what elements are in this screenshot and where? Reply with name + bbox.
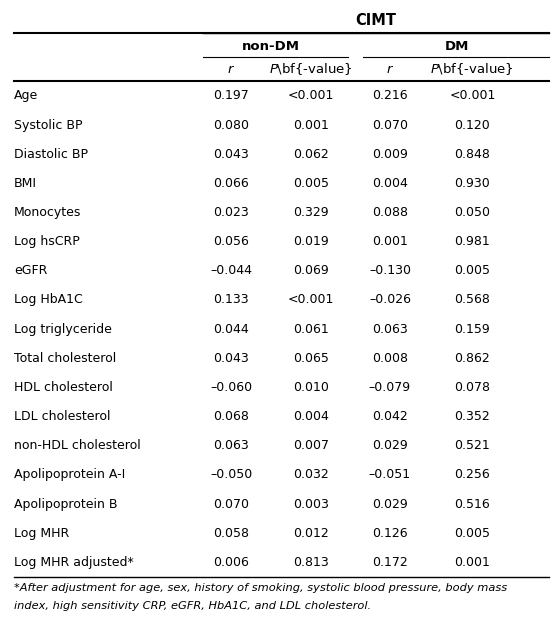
Text: 0.078: 0.078 (455, 381, 490, 394)
Text: 0.001: 0.001 (455, 556, 490, 569)
Text: Log MHR adjusted*: Log MHR adjusted* (14, 556, 134, 569)
Text: 0.003: 0.003 (293, 497, 329, 510)
Text: 0.005: 0.005 (293, 177, 329, 190)
Text: 0.023: 0.023 (213, 206, 249, 219)
Text: 0.070: 0.070 (213, 497, 249, 510)
Text: 0.005: 0.005 (455, 264, 490, 278)
Text: 0.197: 0.197 (213, 90, 249, 102)
Text: 0.009: 0.009 (372, 148, 408, 161)
Text: 0.066: 0.066 (213, 177, 249, 190)
Text: LDL cholesterol: LDL cholesterol (14, 410, 110, 423)
Text: 0.005: 0.005 (455, 527, 490, 540)
Text: <0.001: <0.001 (287, 293, 334, 307)
Text: Diastolic BP: Diastolic BP (14, 148, 88, 161)
Text: $\bf\it{P}$\bf{-value}: $\bf\it{P}$\bf{-value} (431, 61, 514, 78)
Text: 0.058: 0.058 (213, 527, 249, 540)
Text: 0.062: 0.062 (293, 148, 329, 161)
Text: 0.004: 0.004 (372, 177, 408, 190)
Text: 0.043: 0.043 (213, 148, 249, 161)
Text: 0.044: 0.044 (213, 322, 249, 336)
Text: BMI: BMI (14, 177, 37, 190)
Text: –0.060: –0.060 (210, 381, 252, 394)
Text: 0.126: 0.126 (372, 527, 408, 540)
Text: 0.032: 0.032 (293, 468, 329, 481)
Text: 0.133: 0.133 (213, 293, 249, 307)
Text: 0.068: 0.068 (213, 410, 249, 423)
Text: 0.516: 0.516 (455, 497, 490, 510)
Text: 0.981: 0.981 (455, 235, 490, 248)
Text: DM: DM (444, 40, 469, 52)
Text: 0.848: 0.848 (455, 148, 490, 161)
Text: 0.008: 0.008 (372, 351, 408, 365)
Text: HDL cholesterol: HDL cholesterol (14, 381, 113, 394)
Text: 0.065: 0.065 (293, 351, 329, 365)
Text: 0.056: 0.056 (213, 235, 249, 248)
Text: 0.063: 0.063 (372, 322, 408, 336)
Text: $\bf\it{r}$: $\bf\it{r}$ (386, 63, 394, 76)
Text: 0.001: 0.001 (372, 235, 408, 248)
Text: Systolic BP: Systolic BP (14, 119, 82, 132)
Text: 0.063: 0.063 (213, 439, 249, 452)
Text: 0.050: 0.050 (455, 206, 490, 219)
Text: 0.029: 0.029 (372, 439, 408, 452)
Text: *After adjustment for age, sex, history of smoking, systolic blood pressure, bod: *After adjustment for age, sex, history … (14, 583, 507, 593)
Text: $\bf\it{r}$: $\bf\it{r}$ (227, 63, 235, 76)
Text: Log hsCRP: Log hsCRP (14, 235, 80, 248)
Text: 0.352: 0.352 (455, 410, 490, 423)
Text: 0.012: 0.012 (293, 527, 329, 540)
Text: $\bf\it{P}$\bf{-value}: $\bf\it{P}$\bf{-value} (269, 61, 353, 78)
Text: 0.006: 0.006 (213, 556, 249, 569)
Text: 0.010: 0.010 (293, 381, 329, 394)
Text: 0.061: 0.061 (293, 322, 329, 336)
Text: 0.070: 0.070 (372, 119, 408, 132)
Text: 0.004: 0.004 (293, 410, 329, 423)
Text: 0.159: 0.159 (455, 322, 490, 336)
Text: non-HDL cholesterol: non-HDL cholesterol (14, 439, 141, 452)
Text: 0.216: 0.216 (372, 90, 408, 102)
Text: 0.043: 0.043 (213, 351, 249, 365)
Text: 0.862: 0.862 (455, 351, 490, 365)
Text: 0.329: 0.329 (293, 206, 329, 219)
Text: –0.079: –0.079 (369, 381, 411, 394)
Text: <0.001: <0.001 (449, 90, 496, 102)
Text: –0.026: –0.026 (369, 293, 411, 307)
Text: Log triglyceride: Log triglyceride (14, 322, 112, 336)
Text: 0.568: 0.568 (455, 293, 490, 307)
Text: 0.069: 0.069 (293, 264, 329, 278)
Text: CIMT: CIMT (355, 13, 397, 28)
Text: Monocytes: Monocytes (14, 206, 81, 219)
Text: 0.007: 0.007 (293, 439, 329, 452)
Text: 0.042: 0.042 (372, 410, 408, 423)
Text: 0.029: 0.029 (372, 497, 408, 510)
Text: –0.051: –0.051 (369, 468, 411, 481)
Text: 0.019: 0.019 (293, 235, 329, 248)
Text: index, high sensitivity CRP, eGFR, HbA1C, and LDL cholesterol.: index, high sensitivity CRP, eGFR, HbA1C… (14, 601, 371, 611)
Text: 0.521: 0.521 (455, 439, 490, 452)
Text: Total cholesterol: Total cholesterol (14, 351, 116, 365)
Text: <0.001: <0.001 (287, 90, 334, 102)
Text: 0.172: 0.172 (372, 556, 408, 569)
Text: Apolipoprotein A-I: Apolipoprotein A-I (14, 468, 125, 481)
Text: eGFR: eGFR (14, 264, 47, 278)
Text: Apolipoprotein B: Apolipoprotein B (14, 497, 118, 510)
Text: 0.001: 0.001 (293, 119, 329, 132)
Text: Log HbA1C: Log HbA1C (14, 293, 82, 307)
Text: 0.813: 0.813 (293, 556, 329, 569)
Text: 0.080: 0.080 (213, 119, 249, 132)
Text: 0.930: 0.930 (455, 177, 490, 190)
Text: 0.088: 0.088 (372, 206, 408, 219)
Text: –0.050: –0.050 (210, 468, 252, 481)
Text: Log MHR: Log MHR (14, 527, 69, 540)
Text: –0.044: –0.044 (210, 264, 252, 278)
Text: Age: Age (14, 90, 38, 102)
Text: non-DM: non-DM (242, 40, 300, 52)
Text: –0.130: –0.130 (369, 264, 411, 278)
Text: 0.120: 0.120 (455, 119, 490, 132)
Text: 0.256: 0.256 (455, 468, 490, 481)
